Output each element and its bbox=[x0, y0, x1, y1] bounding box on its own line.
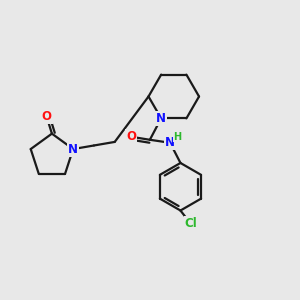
Text: N: N bbox=[68, 142, 78, 156]
Text: N: N bbox=[165, 136, 175, 149]
Text: O: O bbox=[42, 110, 52, 123]
Text: N: N bbox=[156, 112, 166, 125]
Text: H: H bbox=[173, 132, 181, 142]
Text: Cl: Cl bbox=[184, 218, 197, 230]
Text: O: O bbox=[126, 130, 136, 143]
